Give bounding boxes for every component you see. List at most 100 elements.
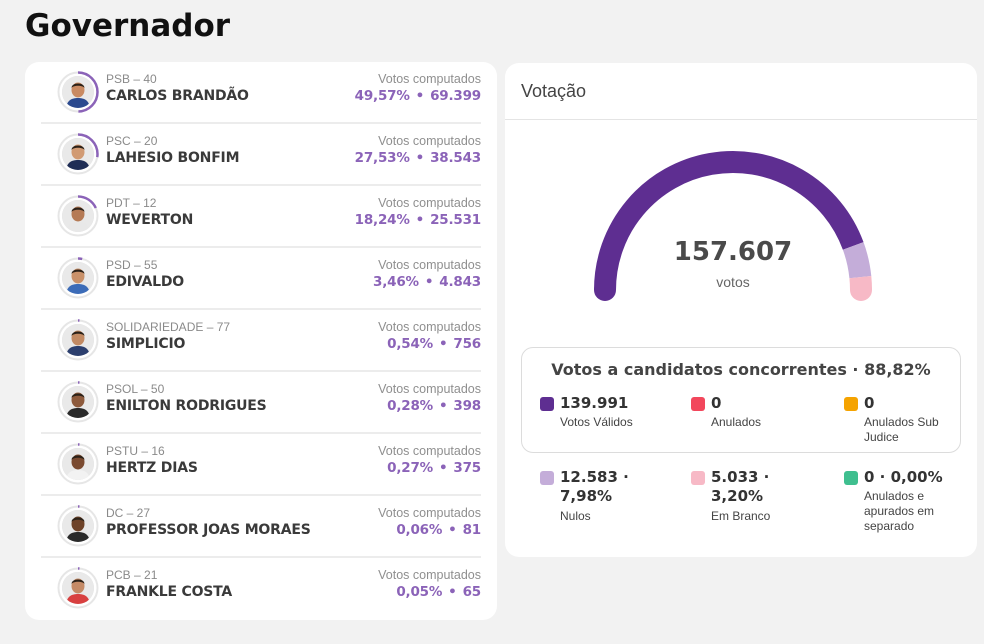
candidate-row[interactable]: PSB – 40 CARLOS BRANDÃO Votos computados 49… <box>41 62 481 124</box>
stat-value: 139.991 <box>560 394 629 412</box>
candidate-row[interactable]: PSOL – 50 ENILTON RODRIGUES Votos computad… <box>41 372 481 434</box>
separator-dot: • <box>438 398 448 414</box>
votes-label: Votos computados <box>378 568 481 582</box>
gauge-cap-left <box>594 279 616 301</box>
candidates-list: PSB – 40 CARLOS BRANDÃO Votos computados 49… <box>25 62 497 620</box>
candidate-row[interactable]: PSC – 20 LAHESIO BONFIM Votos computados 27… <box>41 124 481 186</box>
vote-share-ring <box>57 443 99 485</box>
candidate-avatar <box>57 71 99 113</box>
candidate-avatar <box>57 567 99 609</box>
votes-percent: 0,06% <box>396 522 443 538</box>
candidate-photo <box>62 262 94 294</box>
separator-dot: • <box>424 274 434 290</box>
stat-value: 0 · 0,00% <box>864 468 943 486</box>
total-votes: 157.607 <box>673 237 793 267</box>
votes-percent: 0,54% <box>387 336 433 352</box>
separator-dot: • <box>448 522 457 538</box>
candidate-avatar <box>57 195 99 237</box>
divider <box>505 119 977 120</box>
vote-share-ring <box>57 71 99 113</box>
candidate-row[interactable]: PDT – 12 WEVERTON Votos computados 18,24% • 2… <box>41 186 481 248</box>
votes-gauge <box>594 151 872 301</box>
candidate-party: PSC – 20 <box>106 134 158 148</box>
legend-swatch <box>540 471 554 485</box>
stat-value: 0 <box>864 394 875 412</box>
vote-share-ring <box>57 567 99 609</box>
candidate-party: PSD – 55 <box>106 258 158 272</box>
valid-votes-summary: Votos a candidatos concorrentes · 88,82%… <box>521 347 961 453</box>
candidate-row[interactable]: SOLIDARIEDADE – 77 SIMPLICIO Votos computa… <box>41 310 481 372</box>
candidate-name: ENILTON RODRIGUES <box>106 398 267 414</box>
votes-count: 398 <box>453 398 481 414</box>
votes-percent: 49,57% <box>354 88 410 104</box>
stat-label: Anulados e apurados em separado <box>864 489 935 533</box>
votes-value: 0,28% • 398 <box>387 398 481 414</box>
votes-percent: 0,27% <box>387 460 433 476</box>
candidate-photo <box>62 138 94 170</box>
votes-value: 0,54% • 756 <box>387 336 481 352</box>
candidate-row[interactable]: PCB – 21 FRANKLE COSTA Votos computados 0,0… <box>41 558 481 620</box>
candidate-photo <box>62 448 94 480</box>
votes-count: 38.543 <box>430 150 481 166</box>
total-votes-unit: votos <box>716 274 750 290</box>
votes-percent: 18,24% <box>354 212 410 228</box>
separator-dot: • <box>438 460 448 476</box>
candidate-party: SOLIDARIEDADE – 77 <box>106 320 231 334</box>
vote-share-ring <box>57 195 99 237</box>
votes-count: 65 <box>462 584 482 600</box>
votacao-title: Votação <box>521 81 587 101</box>
candidate-name: WEVERTON <box>106 212 194 228</box>
candidate-name: CARLOS BRANDÃO <box>106 88 249 104</box>
legend-swatch <box>691 397 705 411</box>
vote-share-ring <box>57 257 99 299</box>
candidate-avatar <box>57 443 99 485</box>
candidate-name: SIMPLICIO <box>106 336 186 352</box>
legend-swatch <box>691 471 705 485</box>
candidate-photo <box>62 386 94 418</box>
candidate-photo <box>62 510 94 542</box>
candidate-avatar <box>57 381 99 423</box>
candidate-name: FRANKLE COSTA <box>106 584 233 600</box>
votes-label: Votos computados <box>378 382 481 396</box>
page-title: Governador <box>25 8 231 44</box>
stat-value: 12.583 · 7,98% <box>560 468 629 505</box>
candidate-party: PSTU – 16 <box>106 444 165 458</box>
candidate-name: PROFESSOR JOAS MORAES <box>106 522 311 538</box>
legend-swatch <box>540 397 554 411</box>
votes-label: Votos computados <box>378 320 481 334</box>
candidate-photo <box>62 572 94 604</box>
votes-percent: 0,28% <box>387 398 433 414</box>
summary-title: Votos a candidatos concorrentes · 88,82% <box>551 360 931 379</box>
votes-value: 0,27% • 375 <box>387 460 481 476</box>
candidate-row[interactable]: PSTU – 16 HERTZ DIAS Votos computados 0,27%… <box>41 434 481 496</box>
candidates-card: PSB – 40 CARLOS BRANDÃO Votos computados 49… <box>25 62 497 620</box>
votes-percent: 3,46% <box>373 274 419 290</box>
stat-label: Votos Válidos <box>560 415 633 429</box>
stat-label: Anulados Sub Judice <box>864 415 939 444</box>
candidate-party: DC – 27 <box>106 506 151 520</box>
candidate-name: HERTZ DIAS <box>106 460 198 476</box>
candidate-name: LAHESIO BONFIM <box>106 150 240 166</box>
votes-count: 25.531 <box>430 212 481 228</box>
votes-value: 3,46% • 4.843 <box>373 274 481 290</box>
vote-share-ring <box>57 505 99 547</box>
gauge-arc-validos <box>594 151 864 291</box>
candidate-avatar <box>57 319 99 361</box>
vote-share-ring <box>57 381 99 423</box>
candidate-avatar <box>57 257 99 299</box>
votes-count: 81 <box>462 522 482 538</box>
vote-share-ring <box>57 319 99 361</box>
separator-dot: • <box>415 150 425 166</box>
legend-swatch <box>844 397 858 411</box>
candidate-avatar <box>57 133 99 175</box>
candidate-name: EDIVALDO <box>106 274 184 290</box>
separator-dot: • <box>415 88 425 104</box>
gauge-arc-nulos <box>842 242 872 279</box>
gauge-cap-right <box>850 279 872 301</box>
candidate-row[interactable]: PSD – 55 EDIVALDO Votos computados 3,46% • 4.… <box>41 248 481 310</box>
vote-share-ring <box>57 133 99 175</box>
candidate-row[interactable]: DC – 27 PROFESSOR JOAS MORAES Votos comput… <box>41 496 481 558</box>
votes-value: 0,05% • 65 <box>396 584 481 600</box>
votes-label: Votos computados <box>378 444 481 458</box>
stat-value: 0 <box>711 394 722 412</box>
